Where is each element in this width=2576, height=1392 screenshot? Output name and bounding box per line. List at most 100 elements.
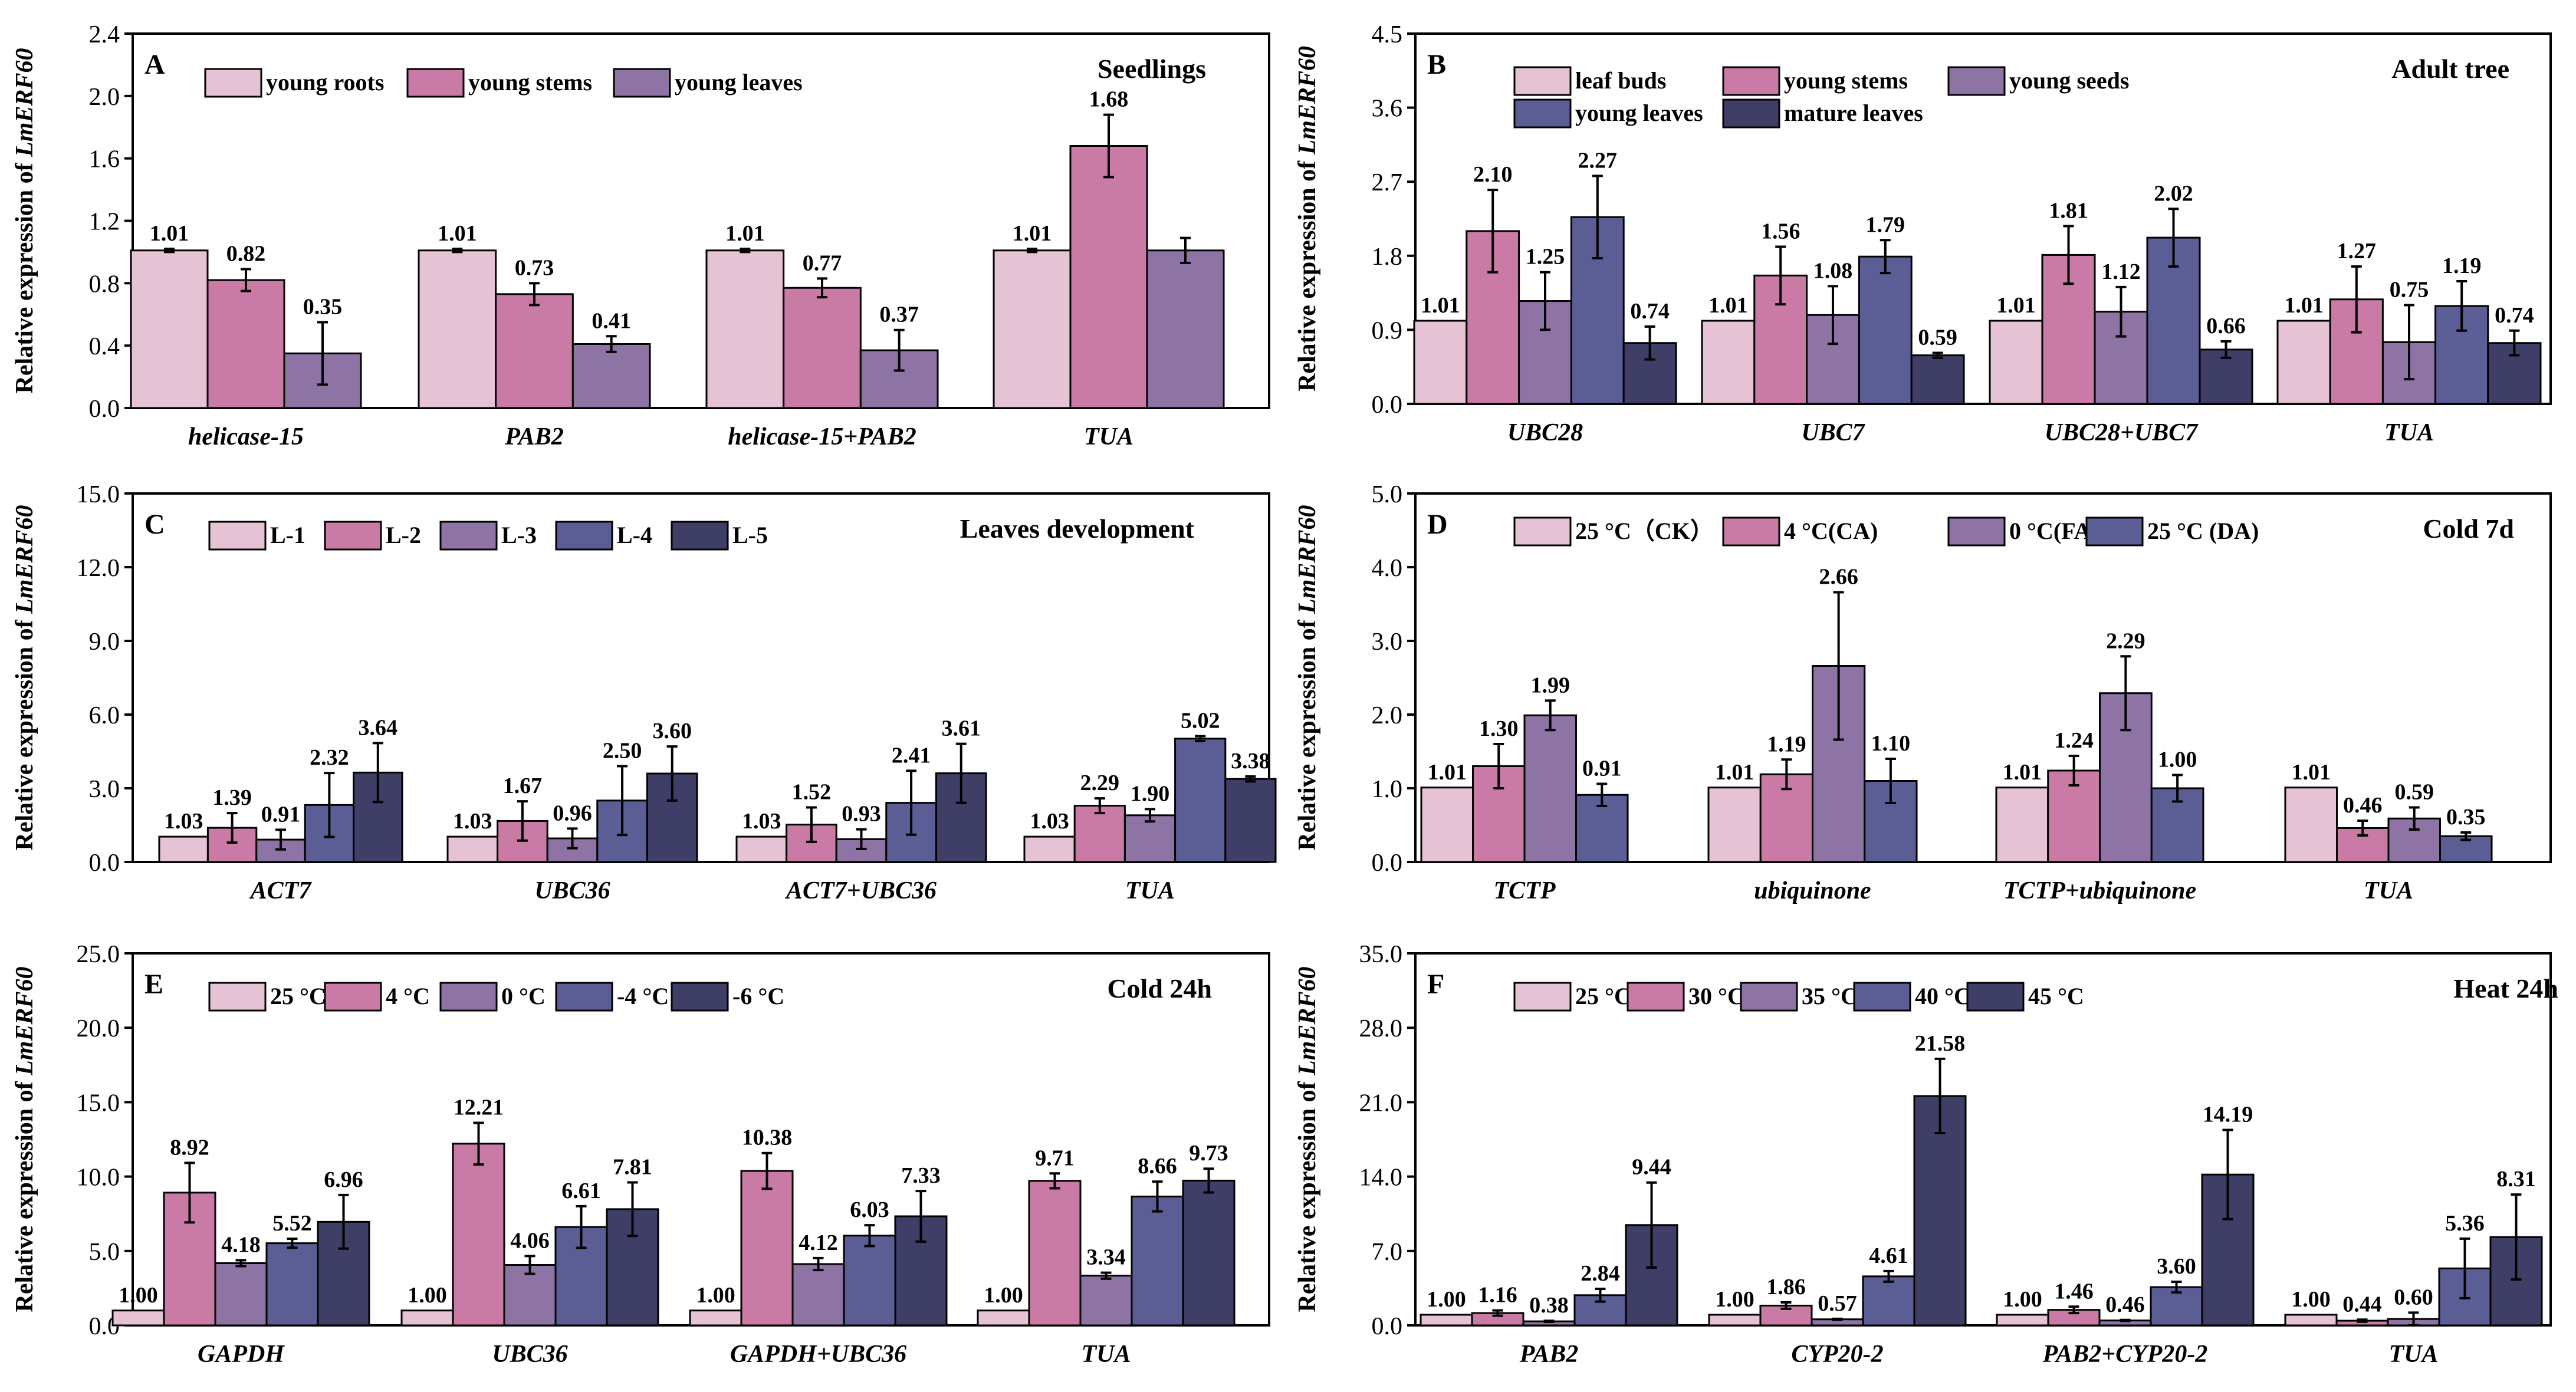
bar [1123,814,1177,863]
y-tick-label: 5.0 [1372,481,1403,508]
data-label: 0.60 [2394,1285,2433,1309]
legend-label: young leaves [1575,100,1703,126]
y-axis-label: Relative expression of LmERF60 [1294,46,1321,391]
y-tick-label: 5.0 [89,1239,120,1266]
data-label: 0.59 [2395,780,2434,805]
x-tick-label: UBC7 [1801,419,1865,446]
y-tick-label: 25.0 [77,941,120,968]
data-label: 2.29 [2106,628,2145,653]
data-label: 1.01 [1715,760,1754,785]
data-label: 1.16 [1478,1283,1517,1308]
bar [705,249,785,409]
data-label: 1.90 [1131,781,1170,806]
data-label: 8.66 [1138,1154,1177,1179]
data-label: 1.01 [725,221,765,246]
bar [1073,805,1126,863]
x-tick-label: ACT7 [249,877,313,904]
bar [2276,320,2331,405]
data-label: 1.00 [1427,1287,1466,1312]
y-tick-label: 3.0 [89,776,120,803]
bar [1989,320,2043,405]
bar [689,1309,742,1327]
data-label: 6.96 [324,1167,363,1192]
data-label: 0.75 [2390,278,2429,302]
data-label: 0.73 [515,255,554,280]
data-label: 3.61 [941,716,981,741]
legend-label: young stems [468,69,592,96]
legend-swatch [406,68,465,98]
data-label: 1.19 [1767,732,1806,756]
x-tick-label: GAPDH+UBC36 [730,1341,906,1368]
data-label: 1.01 [1013,221,1052,246]
data-label: 0.82 [226,242,266,266]
data-label: 1.01 [1708,293,1748,318]
data-label: 0.77 [803,251,842,275]
bar [993,249,1072,409]
data-label: 1.01 [2003,760,2042,785]
bar [1224,778,1277,863]
legend-swatch [204,68,262,98]
panel-letter: A [144,49,165,80]
y-tick-label: 21.0 [1359,1090,1403,1117]
bar [2284,1314,2338,1327]
x-tick-label: helicase-15+PAB2 [728,423,916,450]
legend-label: 40 °C [1915,983,1971,1009]
data-label: 6.03 [850,1197,889,1222]
bar [1708,1314,1762,1327]
y-tick-label: 0.0 [1372,1313,1403,1340]
panel-title: Cold 7d [2423,514,2514,544]
legend-swatch [1513,982,1572,1012]
bar [1759,773,1813,863]
data-label: 1.03 [164,809,203,834]
y-tick-label: 1.0 [1372,776,1403,803]
panel-F: 0.0 7.0 14.0 21.0 28.0 35.0 Relative expressio… [1294,941,2558,1368]
legend-swatch [1513,66,1572,96]
legend-label: 0 °C(FA) [2009,518,2099,544]
bar [740,1170,794,1327]
legend-label: L-1 [270,522,305,548]
y-tick-label: 0.8 [89,271,120,298]
data-label: 0.66 [2206,314,2246,338]
data-label: 0.96 [553,801,592,825]
data-label: 6.61 [561,1179,601,1203]
data-label: 0.46 [2343,793,2383,818]
data-label: 0.93 [842,802,881,827]
legend-label: 4 °C(CA) [1784,518,1878,544]
y-tick-label: 0.4 [89,333,120,360]
x-tick-label: TCTP [1494,877,1556,904]
y-tick-label: 10.0 [77,1164,120,1192]
data-label: 1.30 [1479,716,1519,741]
bar [265,1242,319,1327]
data-label: 1.52 [792,780,832,805]
data-label: 14.19 [2203,1102,2253,1127]
plot-frame [1414,492,2552,863]
legend-label: 0 °C [501,983,546,1009]
legend-swatch [439,982,498,1012]
y-tick-label: 15.0 [77,481,120,508]
x-tick-label: helicase-15 [188,423,304,450]
panel-letter: E [144,969,163,1000]
bar [1858,255,1913,405]
data-label: 4.61 [1869,1243,1908,1268]
data-label: 1.25 [1526,245,1565,269]
data-label: 1.27 [2337,239,2377,264]
y-tick-label: 1.2 [89,209,120,236]
data-label: 7.81 [613,1154,652,1179]
data-label: 2.27 [1578,148,1618,173]
y-axis-label: Relative expression of LmERF60 [1294,966,1321,1312]
bar [571,343,651,409]
legend-label: young leaves [675,69,803,96]
y-tick-label: 3.0 [1372,628,1403,656]
y-tick-label: 0.0 [1372,391,1403,419]
legend-label: 35 °C [1802,983,1858,1009]
legend-swatch [1947,66,2006,96]
legend-swatch [208,521,267,551]
x-tick-label: ACT7+UBC36 [784,877,937,904]
bar [111,1309,165,1327]
data-label: 3.34 [1086,1245,1126,1270]
data-label: 1.10 [1871,731,1911,756]
bar [446,835,499,863]
panel-title: Cold 24h [1107,973,1212,1003]
